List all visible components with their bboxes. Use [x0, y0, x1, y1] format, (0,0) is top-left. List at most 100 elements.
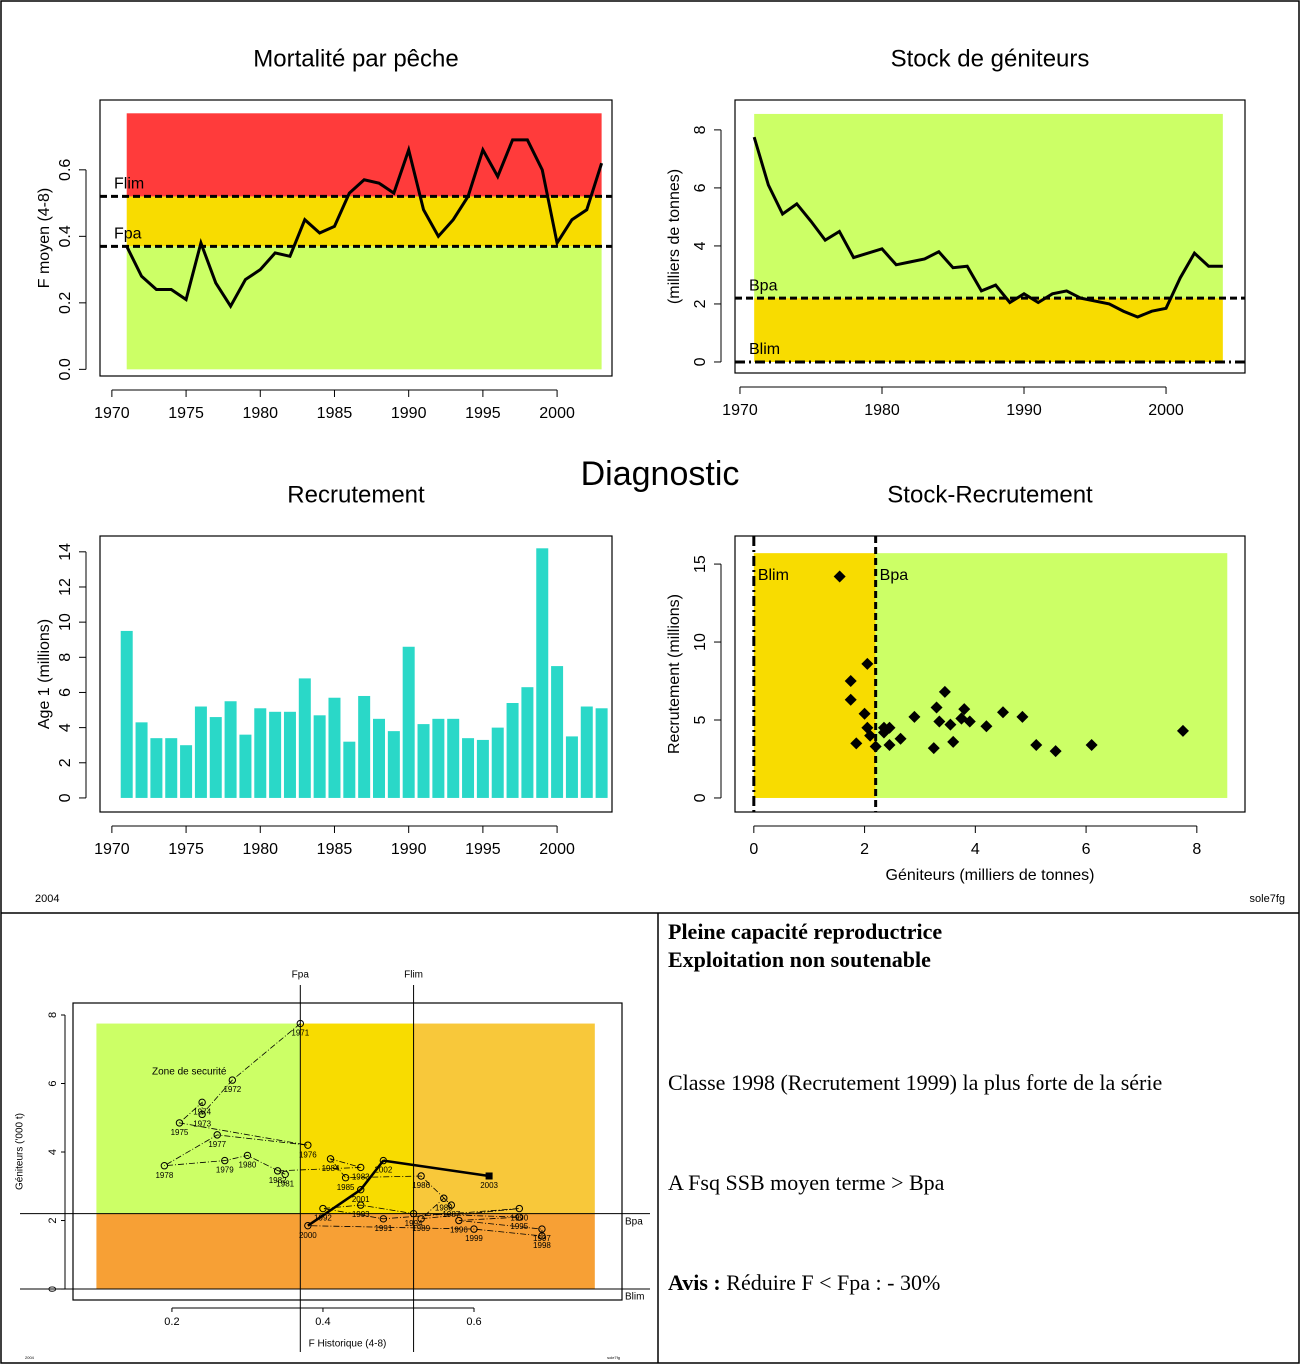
summary-line: Pleine capacité reproductrice [668, 919, 943, 944]
point-label: 1979 [216, 1166, 234, 1175]
point [304, 1221, 312, 1230]
y-tick-label: 0.4 [57, 225, 74, 247]
trajectory-line [164, 1023, 543, 1237]
point-label: 1974 [193, 1107, 211, 1116]
y-axis-label: Recrutement (millions) [666, 594, 683, 754]
point-label: 1994 [405, 1219, 423, 1228]
plot-box [99, 99, 613, 377]
bar [358, 695, 371, 798]
y-tick-label: 5 [692, 715, 709, 724]
point [858, 707, 871, 720]
point [213, 1131, 221, 1139]
bar [417, 724, 430, 798]
x-tick-label: 1980 [864, 402, 900, 419]
point [455, 1216, 463, 1225]
bar [209, 717, 222, 798]
point [281, 1170, 289, 1178]
y-tick-label: 0 [692, 793, 709, 802]
bar [402, 646, 415, 798]
summary: Pleine capacité reproductrice Exploitati… [668, 918, 1288, 1295]
point [1016, 710, 1029, 723]
y-tick-label: 0.0 [57, 358, 74, 380]
y-tick-label: 2 [692, 299, 709, 308]
chart-title: Mortalité par pêche [253, 45, 458, 72]
point [877, 721, 890, 734]
point [440, 1194, 448, 1202]
point [844, 693, 857, 706]
bar [180, 745, 193, 798]
point [198, 1110, 206, 1119]
x-tick-label: 1985 [317, 405, 353, 422]
data-line [752, 136, 1223, 319]
x-tick-label: 1975 [168, 405, 204, 422]
reference-label: Blim [758, 567, 789, 584]
reference-label: Blim [625, 1292, 644, 1303]
point [228, 1076, 237, 1084]
point-label: 1984 [322, 1164, 340, 1173]
bar [432, 718, 445, 798]
point [538, 1232, 546, 1240]
y-tick-label: 0.2 [57, 292, 74, 314]
point [417, 1215, 425, 1223]
point [447, 1201, 456, 1209]
point [417, 1172, 425, 1180]
y-tick-label: 0 [57, 793, 74, 802]
x-tick-label: 1990 [391, 841, 427, 858]
y-tick-label: 4 [692, 241, 709, 250]
x-tick-label: 0.4 [315, 1316, 330, 1328]
chart-title: Stock-Recrutement [887, 481, 1093, 508]
advice: Avis : Réduire F < Fpa : - 30% [668, 1270, 940, 1296]
x-tick-label: 2000 [539, 841, 575, 858]
point-label: 1993 [352, 1210, 370, 1219]
point [938, 685, 951, 698]
bar [595, 708, 608, 798]
y-tick-label: 15 [692, 555, 709, 573]
point-label: 1999 [465, 1234, 483, 1243]
bar [373, 718, 386, 798]
y-axis-label: Géniteurs ('000 t) [15, 1113, 26, 1190]
point-label: 1983 [352, 1173, 370, 1182]
point-label: 1982 [269, 1176, 287, 1185]
point [319, 1204, 327, 1213]
point-label: 1973 [193, 1119, 211, 1128]
point [379, 1156, 388, 1165]
annotation: Zone de securité [152, 1067, 227, 1078]
point [357, 1201, 365, 1209]
point [160, 1162, 169, 1170]
x-tick-label: 2 [860, 841, 869, 858]
x-tick-label: 1995 [465, 841, 501, 858]
y-axis-label: F moyen (4-8) [36, 188, 53, 288]
bar [239, 734, 252, 798]
point [944, 718, 957, 731]
bar [536, 548, 549, 798]
bar [387, 731, 400, 798]
x-tick-label: 0.6 [466, 1316, 481, 1328]
point-label: 1991 [374, 1224, 392, 1233]
reference-label: Flim [114, 176, 144, 193]
point [243, 1151, 252, 1160]
point-label: 1998 [533, 1241, 551, 1250]
y-tick-label: 6 [47, 1080, 59, 1086]
x-tick-label: 1990 [1006, 402, 1042, 419]
recent-segment [359, 1159, 385, 1191]
x-tick-label: 1980 [242, 841, 278, 858]
bar [521, 687, 534, 798]
x-tick-label: 2000 [1148, 402, 1184, 419]
x-tick-label: 1970 [94, 841, 130, 858]
point [861, 657, 874, 670]
bar [447, 718, 460, 798]
bar [120, 630, 133, 798]
y-tick-label: 6 [692, 183, 709, 192]
x-tick-label: 0 [749, 841, 758, 858]
point [221, 1156, 229, 1165]
y-tick-label: 14 [57, 543, 74, 561]
point [997, 706, 1010, 719]
reference-label: Bpa [625, 1216, 643, 1227]
bar [135, 722, 148, 798]
data-line [125, 138, 604, 310]
y-axis-label: Age 1 (millions) [36, 619, 53, 729]
zone [754, 298, 1223, 362]
bar [476, 739, 489, 798]
